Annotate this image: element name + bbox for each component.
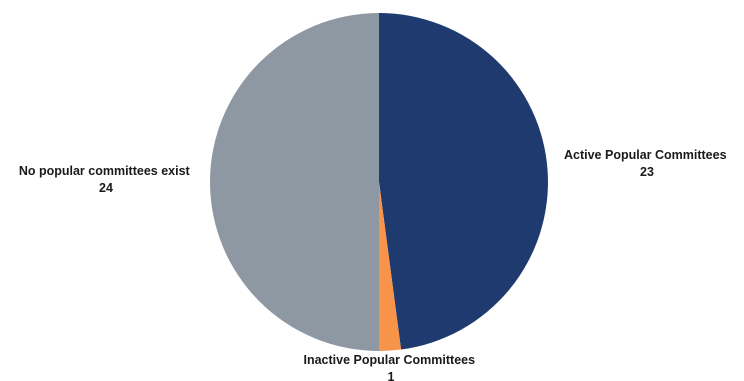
slice-value-inactive: 1	[388, 370, 395, 381]
pie-slice-active	[379, 13, 548, 350]
slice-label-none: No popular committees exist 24	[19, 164, 193, 195]
pie-slices	[210, 13, 548, 351]
slice-value-none: 24	[99, 181, 113, 195]
pie-slice-inactive	[379, 182, 402, 351]
slice-value-active: 23	[640, 165, 654, 179]
slice-label-inactive: Inactive Popular Committees 1	[303, 353, 478, 381]
slice-label-active: Active Popular Committees 23	[564, 148, 730, 179]
pie-slice-none	[210, 13, 379, 351]
slice-name-none: No popular committees exist	[19, 164, 191, 178]
slice-name-active: Active Popular Committees	[564, 148, 727, 162]
slice-name-inactive: Inactive Popular Committees	[303, 353, 475, 367]
